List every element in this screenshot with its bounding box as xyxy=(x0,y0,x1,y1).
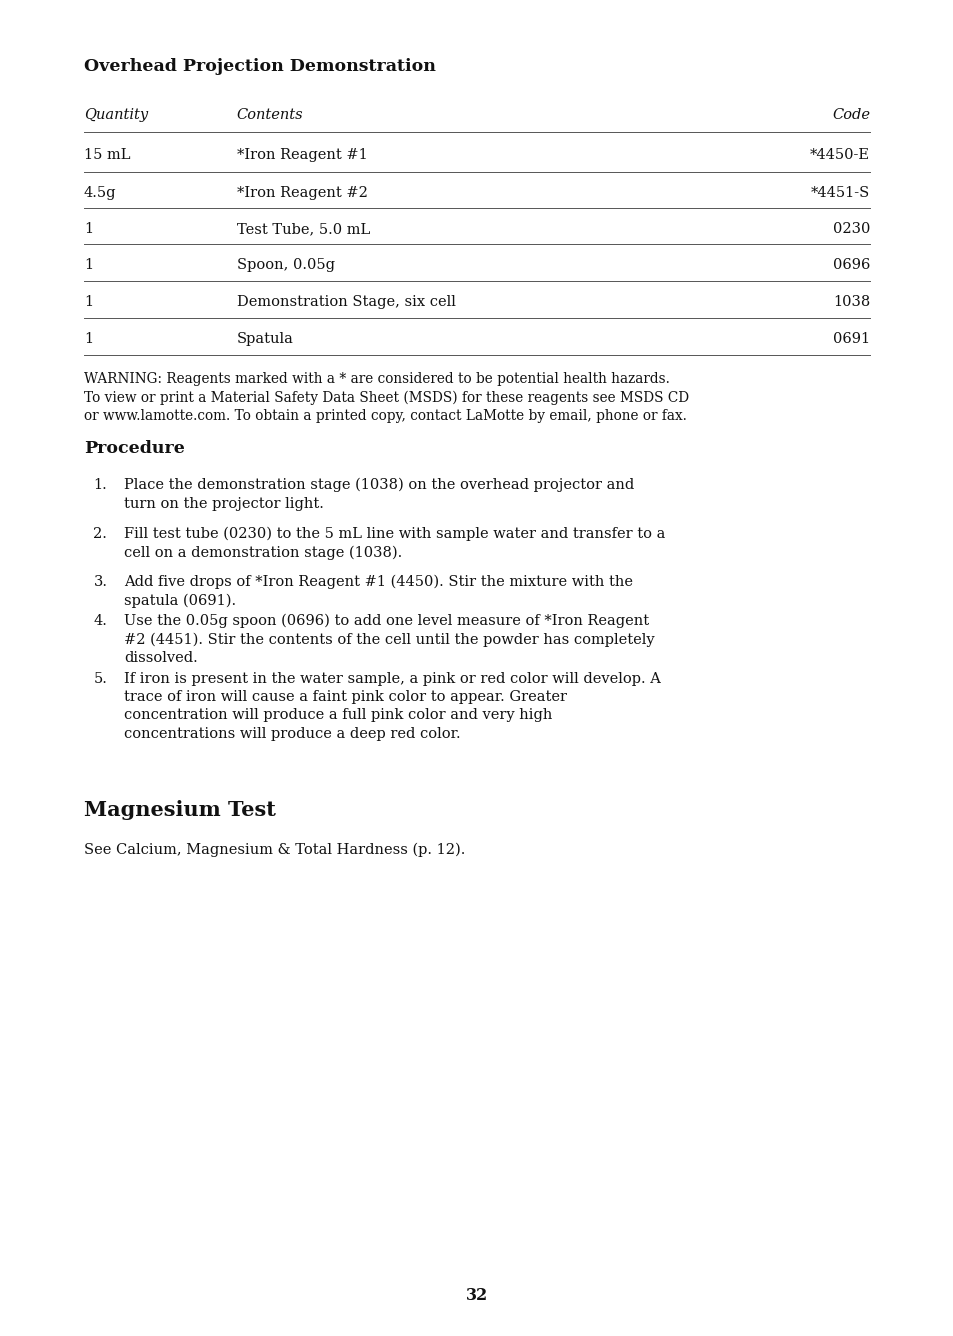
Text: Procedure: Procedure xyxy=(84,440,185,457)
Text: 1.: 1. xyxy=(93,478,107,492)
Text: *Iron Reagent #2: *Iron Reagent #2 xyxy=(236,186,367,200)
Text: Overhead Projection Demonstration: Overhead Projection Demonstration xyxy=(84,57,436,75)
Text: 1: 1 xyxy=(84,295,93,309)
Text: See Calcium, Magnesium & Total Hardness (p. 12).: See Calcium, Magnesium & Total Hardness … xyxy=(84,843,465,858)
Text: Code: Code xyxy=(831,108,869,122)
Text: Spoon, 0.05g: Spoon, 0.05g xyxy=(236,258,335,273)
Text: If iron is present in the water sample, a pink or red color will develop. A
trac: If iron is present in the water sample, … xyxy=(124,672,660,740)
Text: Place the demonstration stage (1038) on the overhead projector and
turn on the p: Place the demonstration stage (1038) on … xyxy=(124,478,634,510)
Text: 0230: 0230 xyxy=(832,222,869,236)
Text: 1038: 1038 xyxy=(832,295,869,309)
Text: 4.: 4. xyxy=(93,615,108,628)
Text: *4450-E: *4450-E xyxy=(809,148,869,162)
Text: *4451-S: *4451-S xyxy=(810,186,869,200)
Text: Spatula: Spatula xyxy=(236,333,294,346)
Text: Fill test tube (0230) to the 5 mL line with sample water and transfer to a
cell : Fill test tube (0230) to the 5 mL line w… xyxy=(124,526,664,560)
Text: Use the 0.05g spoon (0696) to add one level measure of *Iron Reagent
#2 (4451). : Use the 0.05g spoon (0696) to add one le… xyxy=(124,615,654,665)
Text: 1: 1 xyxy=(84,258,93,273)
Text: Magnesium Test: Magnesium Test xyxy=(84,800,275,820)
Text: Test Tube, 5.0 mL: Test Tube, 5.0 mL xyxy=(236,222,370,236)
Text: 2.: 2. xyxy=(93,526,108,541)
Text: 32: 32 xyxy=(465,1288,488,1304)
Text: 0696: 0696 xyxy=(832,258,869,273)
Text: 4.5g: 4.5g xyxy=(84,186,116,200)
Text: Add five drops of *Iron Reagent #1 (4450). Stir the mixture with the
spatula (06: Add five drops of *Iron Reagent #1 (4450… xyxy=(124,574,633,608)
Text: Quantity: Quantity xyxy=(84,108,148,122)
Text: 0691: 0691 xyxy=(832,333,869,346)
Text: Contents: Contents xyxy=(236,108,303,122)
Text: 5.: 5. xyxy=(93,672,108,685)
Text: 1: 1 xyxy=(84,333,93,346)
Text: *Iron Reagent #1: *Iron Reagent #1 xyxy=(236,148,367,162)
Text: WARNING: Reagents marked with a * are considered to be potential health hazards.: WARNING: Reagents marked with a * are co… xyxy=(84,371,688,424)
Text: 15 mL: 15 mL xyxy=(84,148,131,162)
Text: 1: 1 xyxy=(84,222,93,236)
Text: 3.: 3. xyxy=(93,574,108,589)
Text: Demonstration Stage, six cell: Demonstration Stage, six cell xyxy=(236,295,455,309)
